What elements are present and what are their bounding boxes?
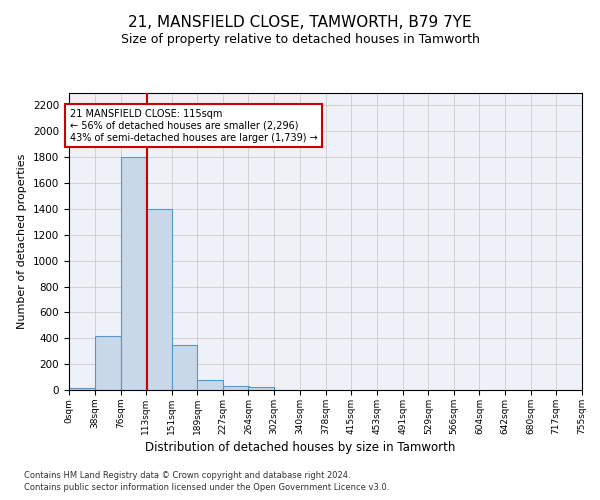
Bar xyxy=(95,336,121,390)
Text: Distribution of detached houses by size in Tamworth: Distribution of detached houses by size … xyxy=(145,441,455,454)
Bar xyxy=(248,388,274,390)
Text: 21, MANSFIELD CLOSE, TAMWORTH, B79 7YE: 21, MANSFIELD CLOSE, TAMWORTH, B79 7YE xyxy=(128,15,472,30)
Y-axis label: Number of detached properties: Number of detached properties xyxy=(17,154,28,329)
Text: Size of property relative to detached houses in Tamworth: Size of property relative to detached ho… xyxy=(121,34,479,46)
Text: Contains public sector information licensed under the Open Government Licence v3: Contains public sector information licen… xyxy=(24,483,389,492)
Bar xyxy=(197,380,223,390)
Bar xyxy=(172,344,197,390)
Bar xyxy=(223,386,249,390)
Bar xyxy=(69,388,95,390)
Bar xyxy=(121,157,146,390)
Text: Contains HM Land Registry data © Crown copyright and database right 2024.: Contains HM Land Registry data © Crown c… xyxy=(24,472,350,480)
Text: 21 MANSFIELD CLOSE: 115sqm
← 56% of detached houses are smaller (2,296)
43% of s: 21 MANSFIELD CLOSE: 115sqm ← 56% of deta… xyxy=(70,110,317,142)
Bar xyxy=(146,209,172,390)
